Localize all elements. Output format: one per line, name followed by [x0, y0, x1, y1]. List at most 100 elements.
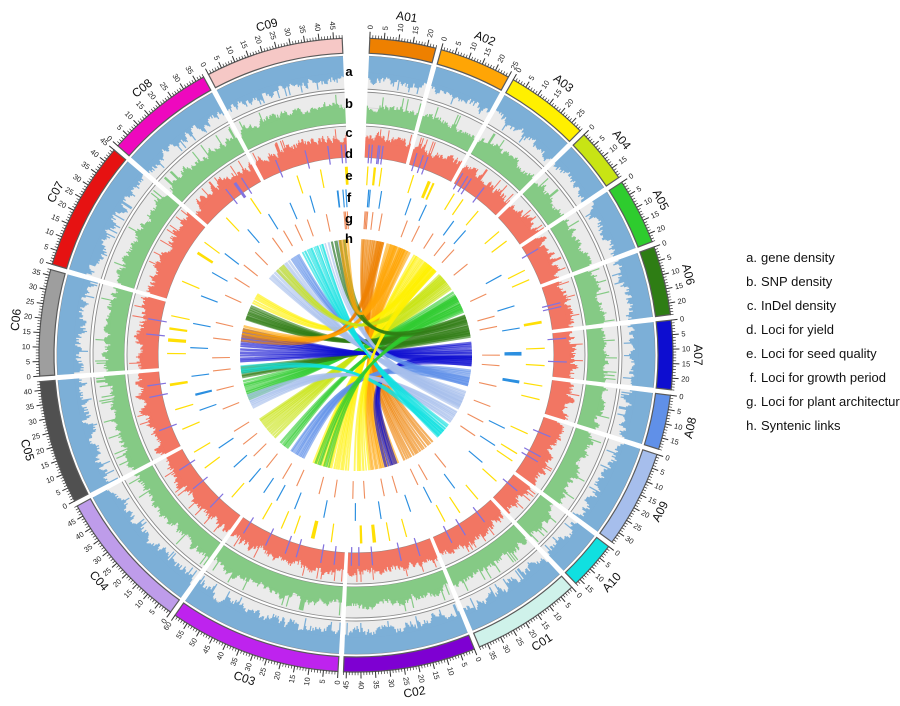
- tick-mark: [587, 136, 591, 140]
- locus-mark-f: [488, 419, 506, 429]
- tick-mark: [583, 129, 589, 136]
- track-border: [127, 374, 154, 461]
- tick-mark: [303, 35, 306, 43]
- locus-mark-f: [497, 305, 515, 312]
- locus-mark-f: [211, 271, 228, 282]
- locus-mark-e: [444, 193, 455, 211]
- tick-label: 15: [617, 154, 629, 166]
- tick-label: 20: [272, 671, 283, 681]
- tick-mark: [567, 590, 570, 594]
- chromosome-label-C03: C03: [232, 668, 258, 689]
- tick-mark: [645, 483, 649, 486]
- locus-mark-d: [455, 518, 467, 536]
- tick-mark: [158, 604, 162, 608]
- tick-mark: [296, 666, 298, 670]
- locus-mark-d: [442, 525, 453, 544]
- tick-mark: [56, 466, 60, 468]
- locus-mark-f: [190, 347, 209, 349]
- tick-mark: [241, 55, 244, 59]
- tick-label: 25: [514, 636, 526, 648]
- tick-mark: [98, 163, 102, 167]
- tick-mark: [82, 181, 89, 186]
- tick-label: 30: [91, 554, 103, 566]
- tick-mark: [492, 640, 495, 645]
- tick-mark: [571, 586, 577, 593]
- tick-mark: [593, 140, 600, 146]
- locus-mark-f: [422, 486, 432, 504]
- tick-mark: [530, 619, 533, 623]
- tick-mark: [544, 97, 548, 101]
- tick-mark: [670, 394, 677, 397]
- tick-mark: [610, 163, 614, 167]
- tick-mark: [84, 523, 88, 526]
- tick-mark: [209, 70, 212, 74]
- chromosome-band-layer: [38, 37, 674, 673]
- tick-mark: [507, 632, 511, 637]
- locus-mark-f: [404, 494, 412, 512]
- tick-mark: [45, 276, 49, 279]
- tick-label: 30: [624, 534, 636, 546]
- tick-mark: [170, 614, 176, 621]
- tick-mark: [468, 651, 471, 655]
- tick-label: 35: [25, 402, 35, 412]
- locus-mark-e: [182, 421, 200, 430]
- tick-mark: [53, 457, 57, 460]
- tick-mark: [658, 258, 665, 262]
- tick-mark: [542, 95, 545, 99]
- locus-mark-d: [532, 428, 551, 438]
- tick-mark: [214, 67, 217, 71]
- tick-mark: [454, 655, 457, 660]
- track-border: [446, 524, 515, 570]
- tick-mark: [133, 124, 137, 128]
- tick-mark: [50, 449, 54, 452]
- tick-mark: [465, 54, 468, 58]
- tick-mark: [99, 544, 103, 548]
- locus-mark-d: [274, 159, 284, 178]
- tick-mark: [500, 636, 504, 644]
- track-c-hist-C07: [146, 209, 205, 299]
- tick-mark: [160, 101, 163, 105]
- tick-mark: [606, 548, 610, 552]
- tick-mark: [36, 404, 44, 407]
- tick-mark: [230, 60, 233, 64]
- tick-mark: [629, 190, 636, 196]
- tick-label: 0: [38, 256, 45, 266]
- tick-mark: [297, 39, 300, 44]
- locus-mark-g: [254, 251, 269, 266]
- tick-mark: [654, 248, 659, 250]
- track-border: [486, 126, 543, 170]
- locus-mark-e: [296, 175, 304, 194]
- tick-mark: [663, 432, 667, 434]
- tick-mark: [49, 260, 54, 262]
- tick-mark: [505, 634, 508, 638]
- locus-mark-f: [268, 213, 279, 230]
- tick-label: 40: [357, 681, 366, 689]
- locus-mark-g: [477, 315, 495, 322]
- tick-mark: [153, 106, 156, 110]
- tick-mark: [666, 417, 670, 420]
- chromosome-band-A07: [655, 319, 674, 391]
- track-border: [458, 547, 536, 598]
- tick-mark: [564, 114, 568, 118]
- tick-mark: [639, 497, 643, 500]
- track-c-hist-C03: [230, 517, 345, 582]
- locus-mark-d: [367, 144, 370, 164]
- track-b-hist-C08: [163, 126, 245, 202]
- tick-label: 0: [333, 680, 342, 685]
- tick-label: 5: [563, 601, 573, 610]
- tick-mark: [55, 463, 59, 466]
- track-c-hist-A08: [545, 380, 580, 420]
- locus-mark-f: [224, 253, 240, 265]
- locus-mark-e: [262, 502, 273, 520]
- track-a-hist-A03: [495, 95, 568, 162]
- tick-mark: [669, 305, 673, 307]
- tick-label: 30: [501, 643, 513, 655]
- locus-mark-f: [502, 327, 520, 332]
- tick-mark: [175, 616, 178, 620]
- track-border: [546, 169, 577, 207]
- tick-mark: [440, 43, 444, 50]
- tick-mark: [42, 291, 46, 293]
- locus-mark-d: [304, 150, 311, 169]
- tick-mark: [215, 640, 218, 644]
- tick-label: 20: [416, 674, 426, 684]
